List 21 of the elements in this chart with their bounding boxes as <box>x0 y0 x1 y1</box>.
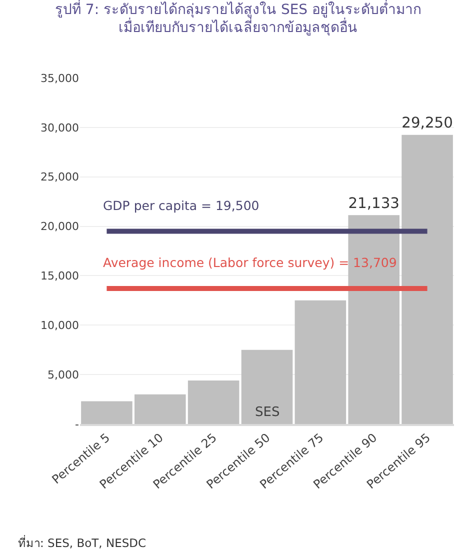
ref-line-label: Average income (Labor force survey) = 13,709 <box>103 255 397 270</box>
bar <box>81 401 132 424</box>
bar <box>188 380 240 424</box>
annotation: SES <box>255 405 280 420</box>
y-tick-label: - <box>75 418 80 431</box>
y-tick-label: 10,000 <box>40 318 79 332</box>
bar <box>294 300 346 424</box>
y-tick-label: 25,000 <box>40 170 79 184</box>
y-tick-label: 35,000 <box>40 72 79 85</box>
bar <box>134 394 186 424</box>
bar <box>402 134 453 424</box>
y-tick-label: 20,000 <box>40 220 79 234</box>
y-tick-label: 15,000 <box>40 270 79 283</box>
bar <box>348 215 400 424</box>
text: ที่มา: SES, BoT, NESDC <box>18 535 146 550</box>
data-label: 21,133 <box>348 194 400 212</box>
bar <box>241 350 293 424</box>
y-tick-label: 5,000 <box>48 368 79 382</box>
ref-line-label: GDP per capita = 19,500 <box>103 198 260 213</box>
data-label: 29,250 <box>402 114 453 132</box>
y-tick-label: 30,000 <box>40 121 79 134</box>
